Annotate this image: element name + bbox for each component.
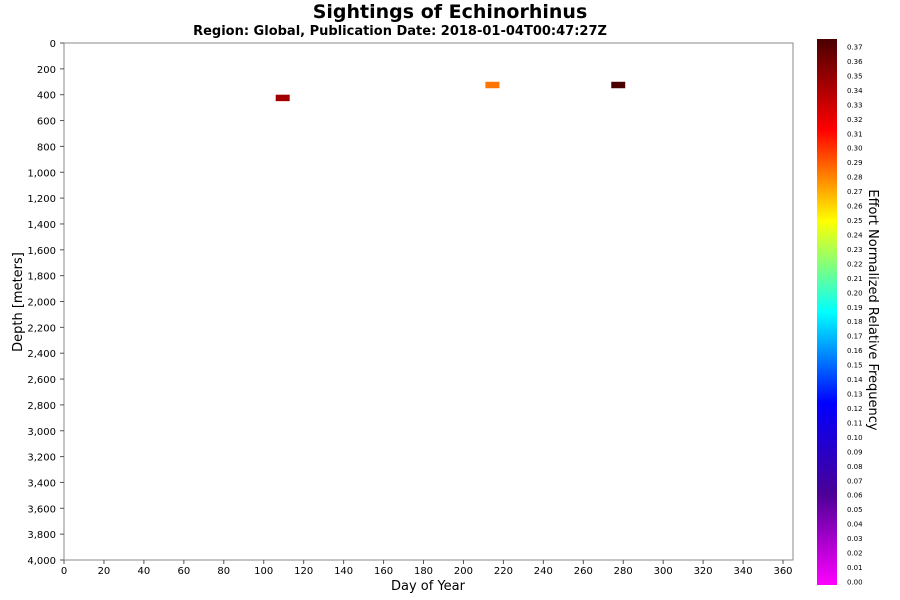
heatmap-cell — [275, 94, 290, 102]
x-tick-label: 80 — [217, 566, 230, 577]
y-tick-label: 3,000 — [27, 427, 56, 438]
y-axis: 0 200 400 600 800 1,000 1,200 1,400 1,600 1,800 2,… — [27, 39, 64, 567]
x-tick-label: 180 — [414, 566, 433, 577]
x-tick-label: 260 — [574, 566, 593, 577]
x-tick-label: 0 — [61, 566, 67, 577]
colorbar-tick-label: 0.06 — [847, 492, 863, 500]
colorbar-tick-label: 0.25 — [847, 217, 863, 225]
colorbar-tick-label: 0.28 — [847, 174, 863, 182]
x-tick-label: 160 — [374, 566, 393, 577]
plot-area — [63, 42, 794, 561]
y-tick-label: 200 — [37, 65, 56, 76]
colorbar-tick-label: 0.15 — [847, 362, 863, 370]
colorbar-tick-label: 0.34 — [847, 87, 863, 95]
y-axis-label: Depth [meters] — [11, 252, 26, 352]
x-tick-label: 240 — [534, 566, 553, 577]
colorbar-tick-label: 0.37 — [847, 44, 863, 52]
heatmap-cell — [611, 81, 626, 89]
x-tick-label: 360 — [773, 566, 792, 577]
x-tick-label: 220 — [494, 566, 513, 577]
colorbar-label: Effort Normalized Relative Frequency — [865, 189, 880, 431]
x-tick-label: 320 — [694, 566, 713, 577]
colorbar-tick-label: 0.30 — [847, 145, 863, 153]
colorbar-tick-label: 0.01 — [847, 564, 863, 572]
colorbar-tick-label: 0.36 — [847, 58, 863, 66]
colorbar-tick-label: 0.21 — [847, 275, 863, 283]
x-tick-label: 200 — [454, 566, 473, 577]
y-tick-label: 3,600 — [27, 504, 56, 515]
y-tick-label: 3,400 — [27, 478, 56, 489]
y-tick-label: 2,000 — [27, 298, 56, 309]
y-tick-label: 3,800 — [27, 530, 56, 541]
colorbar-tick-label: 0.22 — [847, 260, 863, 268]
colorbar-tick-label: 0.33 — [847, 101, 863, 109]
colorbar — [817, 39, 837, 585]
y-tick-label: 400 — [37, 91, 56, 102]
colorbar-tick-label: 0.35 — [847, 72, 863, 80]
colorbar-tick-label: 0.31 — [847, 130, 863, 138]
colorbar-tick-label: 0.04 — [847, 521, 863, 529]
colorbar-tick-label: 0.12 — [847, 405, 863, 413]
y-tick-label: 2,400 — [27, 349, 56, 360]
colorbar-tick-label: 0.26 — [847, 203, 863, 211]
colorbar-tick-label: 0.18 — [847, 318, 863, 326]
colorbar-tick-label: 0.10 — [847, 434, 863, 442]
y-tick-label: 1,400 — [27, 220, 56, 231]
colorbar-tick-label: 0.13 — [847, 391, 863, 399]
y-tick-label: 2,200 — [27, 323, 56, 334]
y-tick-label: 0 — [50, 39, 56, 50]
colorbar-tick-label: 0.14 — [847, 376, 863, 384]
colorbar-tick-label: 0.09 — [847, 448, 863, 456]
colorbar-tick-label: 0.24 — [847, 231, 863, 239]
x-tick-label: 280 — [614, 566, 633, 577]
colorbar-tick-label: 0.17 — [847, 333, 863, 341]
colorbar-tick-label: 0.16 — [847, 347, 863, 355]
x-axis: 0 20 40 60 80 100 120 140 160 180 200 220 240 260 280 3… — [61, 560, 793, 577]
colorbar-tick-label: 0.08 — [847, 463, 863, 471]
y-tick-label: 2,800 — [27, 401, 56, 412]
heatmap-cell — [485, 81, 500, 89]
colorbar-tick-label: 0.00 — [847, 579, 863, 587]
y-tick-label: 3,200 — [27, 453, 56, 464]
chart-title: Sightings of Echinorhinus — [313, 1, 588, 23]
y-tick-label: 1,000 — [27, 168, 56, 179]
y-tick-label: 4,000 — [27, 556, 56, 567]
colorbar-tick-label: 0.02 — [847, 550, 863, 558]
y-tick-label: 1,600 — [27, 246, 56, 257]
colorbar-tick-label: 0.03 — [847, 535, 863, 543]
heatmap-cells — [275, 81, 626, 102]
y-tick-label: 800 — [37, 142, 56, 153]
colorbar-tick-label: 0.32 — [847, 116, 863, 124]
colorbar-tick-label: 0.23 — [847, 246, 863, 254]
y-tick-label: 1,200 — [27, 194, 56, 205]
colorbar-tick-label: 0.19 — [847, 304, 863, 312]
x-tick-label: 140 — [334, 566, 353, 577]
x-tick-label: 20 — [98, 566, 111, 577]
colorbar-tick-label: 0.29 — [847, 159, 863, 167]
x-tick-label: 300 — [654, 566, 673, 577]
x-tick-label: 40 — [138, 566, 151, 577]
colorbar-tick-label: 0.05 — [847, 506, 863, 514]
y-tick-label: 1,800 — [27, 272, 56, 283]
x-tick-label: 120 — [294, 566, 313, 577]
y-tick-label: 2,600 — [27, 375, 56, 386]
x-axis-label: Day of Year — [391, 579, 466, 594]
x-tick-label: 100 — [254, 566, 273, 577]
colorbar-ticks: 0.00 0.01 0.02 0.03 0.04 0.05 0.06 0.07 0.08 0.09… — [847, 44, 863, 587]
chart-subtitle: Region: Global, Publication Date: 2018-0… — [193, 24, 607, 39]
colorbar-tick-label: 0.27 — [847, 188, 863, 196]
colorbar-tick-label: 0.11 — [847, 419, 863, 427]
x-tick-label: 340 — [734, 566, 753, 577]
x-tick-label: 60 — [177, 566, 190, 577]
y-tick-label: 600 — [37, 117, 56, 128]
colorbar-tick-label: 0.20 — [847, 289, 863, 297]
colorbar-tick-label: 0.07 — [847, 477, 863, 485]
